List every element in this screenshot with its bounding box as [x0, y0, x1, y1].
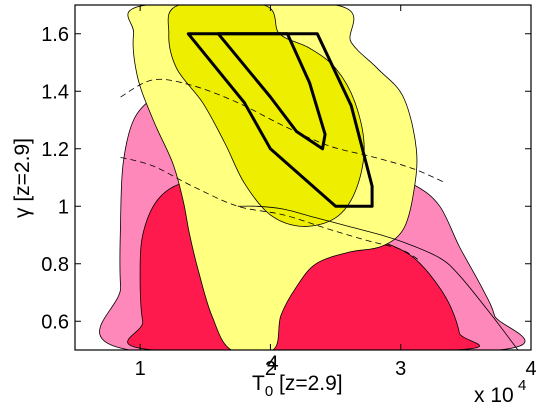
y-tick-label: 0.8 [41, 254, 69, 276]
x-axis-label-suffix: [z=2.9] [273, 372, 342, 395]
x-multiplier-label: x 10 [474, 384, 514, 407]
bold-contour-1 [186, 32, 374, 208]
contour-lines [120, 78, 519, 350]
plot-frame [74, 4, 532, 351]
x-tick-label: 3 [395, 358, 406, 380]
dashed-contour-1 [120, 78, 447, 184]
x-multiplier-exponent: 4 [518, 377, 526, 394]
y-tick-label: 1 [58, 196, 69, 218]
y-axis-label: γ [z=2.9] [11, 138, 34, 218]
y-tick-label: 0.6 [41, 311, 69, 333]
tick-labels: 1 2 3 4 0.6 0.8 1 1.2 1.4 1.6 [41, 24, 536, 380]
x-axis-label: T0 [z=2.9] [252, 372, 343, 400]
confidence-region-4 [167, 5, 365, 227]
x-tick-label: 4 [525, 358, 536, 380]
bold-contours [186, 32, 374, 208]
axis-ticks [75, 5, 532, 350]
y-tick-label: 1.4 [41, 81, 69, 103]
dashed-contour-2 [120, 157, 421, 262]
y-tick-label: 1.2 [41, 139, 69, 161]
contour-line-1 [237, 205, 519, 350]
x-tick-label: 2 [265, 358, 276, 380]
x-tick-label: 1 [135, 358, 146, 380]
x-axis-label-superscript: 4 [267, 352, 279, 375]
x-axis-label-subscript: 0 [265, 383, 273, 400]
y-tick-label: 1.6 [41, 24, 69, 46]
bold-contour-2 [216, 32, 327, 151]
